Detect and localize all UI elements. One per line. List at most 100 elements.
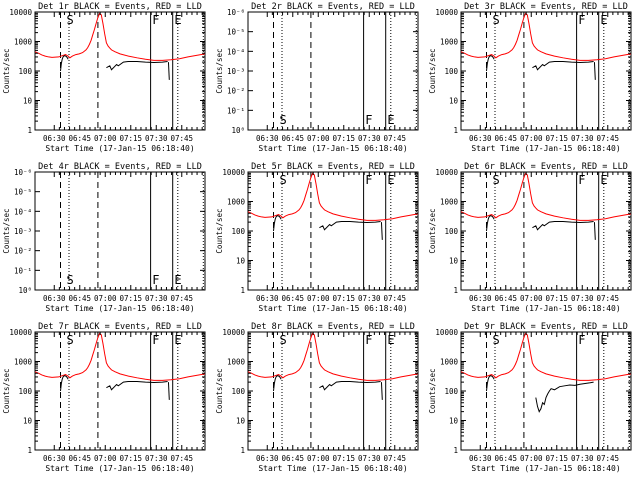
y-tick-label: 1000 [440, 38, 459, 47]
y-tick-label: 10⁻⁴ [227, 47, 245, 56]
marker-e: E [600, 13, 607, 27]
x-tick-label: 06:45 [494, 294, 517, 303]
x-tick-label: 06:45 [68, 134, 91, 143]
y-axis-label: Counts/sec [215, 48, 224, 93]
plot-area [461, 172, 631, 290]
y-tick-label: 10000 [435, 168, 458, 177]
x-axis-label: Start Time (17-Jan-15 06:18:40) [45, 464, 194, 473]
y-tick-label: 10⁻³ [14, 227, 32, 236]
x-tick-label: 07:30 [571, 134, 594, 143]
y-tick-label: 10⁻⁵ [14, 188, 32, 197]
plot-area [461, 332, 631, 450]
y-tick-label: 10000 [222, 168, 245, 177]
marker-f: F [578, 333, 585, 347]
x-tick-label: 07:00 [520, 294, 543, 303]
x-tick-label: 07:15 [545, 454, 568, 463]
lld-series-line [35, 12, 205, 61]
x-tick-label: 07:15 [545, 294, 568, 303]
events-series-line [593, 62, 596, 80]
marker-f: F [152, 273, 159, 287]
y-axis-label: Counts/sec [2, 368, 11, 413]
x-tick-label: 07:15 [332, 134, 355, 143]
chart-title: Det 5r BLACK = Events, RED = LLD [251, 162, 415, 172]
y-tick-label: 10⁻⁴ [14, 207, 32, 216]
lld-series-line [35, 332, 205, 381]
events-series-line [167, 62, 170, 80]
x-tick-label: 07:45 [170, 454, 193, 463]
x-axis-label: Start Time (17-Jan-15 06:18:40) [258, 144, 407, 153]
y-tick-label: 10 [236, 417, 246, 426]
events-series-line [380, 382, 383, 400]
y-tick-label: 100 [231, 227, 245, 236]
x-tick-label: 07:45 [383, 294, 406, 303]
y-axis-label: Counts/sec [428, 48, 437, 93]
marker-f: F [578, 173, 585, 187]
chart-panel-7: Det 7r BLACK = Events, RED = LLD 1 10 100 10… [2, 322, 206, 473]
marker-f: F [365, 113, 372, 127]
marker-e: E [174, 333, 181, 347]
y-tick-label: 10000 [222, 328, 245, 337]
y-tick-label: 1 [453, 446, 458, 455]
y-tick-label: 10 [449, 97, 459, 106]
events-series-line [486, 375, 495, 392]
marker-s: S [492, 173, 499, 187]
chart-title: Det 9r BLACK = Events, RED = LLD [464, 322, 628, 332]
y-tick-label: 10⁻² [14, 247, 32, 256]
x-axis-label: Start Time (17-Jan-15 06:18:40) [45, 304, 194, 313]
y-tick-label: 1 [453, 126, 458, 135]
y-tick-label: 10000 [435, 8, 458, 17]
events-series-line [532, 60, 594, 71]
plot-area [248, 332, 418, 450]
x-tick-label: 07:30 [145, 294, 168, 303]
x-tick-label: 07:30 [145, 454, 168, 463]
x-tick-label: 06:30 [469, 134, 492, 143]
y-tick-label: 10⁰ [231, 126, 245, 135]
x-axis-label: Start Time (17-Jan-15 06:18:40) [471, 144, 620, 153]
y-tick-label: 1 [453, 286, 458, 295]
x-tick-label: 06:30 [469, 294, 492, 303]
chart-title: Det 6r BLACK = Events, RED = LLD [464, 162, 628, 172]
marker-e: E [600, 333, 607, 347]
x-tick-label: 07:15 [332, 454, 355, 463]
y-tick-label: 1000 [227, 358, 246, 367]
x-tick-label: 07:30 [358, 134, 381, 143]
plot-area [248, 172, 418, 290]
events-series-line [486, 55, 495, 72]
marker-s: S [279, 113, 286, 127]
marker-e: E [387, 333, 394, 347]
x-axis-label: Start Time (17-Jan-15 06:18:40) [258, 304, 407, 313]
chart-title: Det 8r BLACK = Events, RED = LLD [251, 322, 415, 332]
lld-series-line [461, 332, 631, 381]
y-tick-label: 10 [449, 257, 459, 266]
chart-panel-8: Det 8r BLACK = Events, RED = LLD 1 10 100 10… [215, 322, 419, 473]
x-axis-label: Start Time (17-Jan-15 06:18:40) [471, 464, 620, 473]
x-tick-label: 07:00 [94, 454, 117, 463]
chart-title: Det 3r BLACK = Events, RED = LLD [464, 2, 628, 12]
events-series-line [106, 60, 168, 71]
events-series-line [319, 220, 381, 231]
x-tick-label: 07:30 [145, 134, 168, 143]
x-tick-label: 07:30 [571, 454, 594, 463]
events-series-line [532, 220, 594, 231]
x-tick-label: 07:45 [596, 294, 619, 303]
chart-panel-4: Det 4r BLACK = Events, RED = LLD 10⁰ 10⁻¹ 1… [2, 162, 206, 313]
marker-s: S [66, 333, 73, 347]
marker-s: S [279, 333, 286, 347]
x-tick-label: 07:15 [545, 134, 568, 143]
y-tick-label: 1000 [440, 358, 459, 367]
y-tick-label: 1000 [14, 38, 33, 47]
x-tick-label: 07:30 [571, 294, 594, 303]
x-tick-label: 07:45 [170, 294, 193, 303]
x-tick-label: 07:30 [358, 294, 381, 303]
events-series-line [273, 215, 282, 232]
marker-s: S [492, 13, 499, 27]
y-tick-label: 100 [231, 387, 245, 396]
y-axis-label: Counts/sec [2, 208, 11, 253]
y-tick-label: 10⁻¹ [14, 266, 32, 275]
events-series-line [380, 222, 383, 240]
y-tick-label: 10 [23, 97, 33, 106]
plot-area [273, 12, 417, 130]
lld-series-line [248, 172, 418, 221]
chart-title: Det 7r BLACK = Events, RED = LLD [38, 322, 202, 332]
